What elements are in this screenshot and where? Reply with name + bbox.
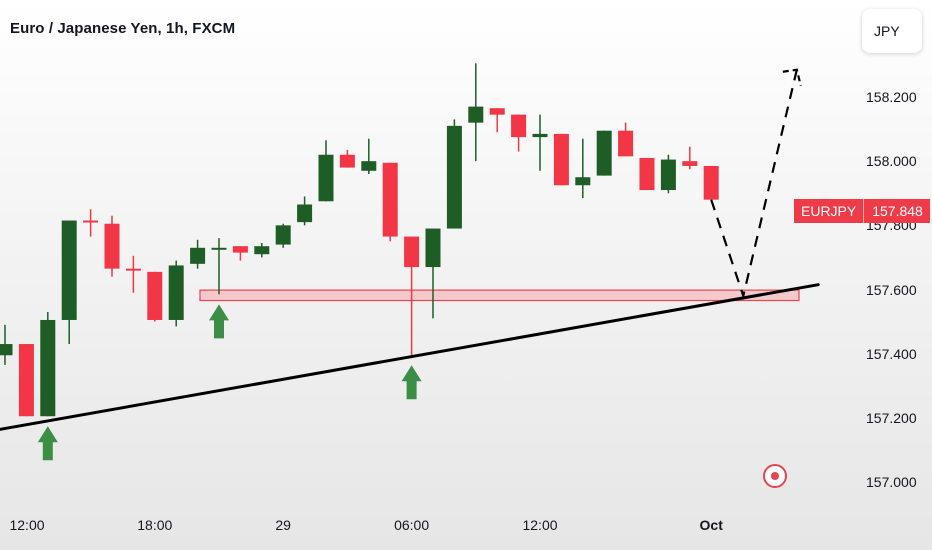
candle-body bbox=[660, 159, 676, 191]
candle-body bbox=[275, 225, 291, 245]
projection-path bbox=[710, 69, 798, 300]
time-tick-label: 12:00 bbox=[9, 517, 45, 533]
candle-body bbox=[318, 154, 334, 202]
price-tick-label: 158.000 bbox=[866, 153, 917, 170]
candle-body bbox=[575, 177, 591, 186]
candle-body bbox=[61, 220, 77, 320]
time-tick-label: 18:00 bbox=[137, 517, 173, 533]
candle-body bbox=[703, 165, 719, 200]
candle-body bbox=[104, 223, 120, 269]
candle-body bbox=[83, 220, 99, 223]
candle-body bbox=[682, 161, 698, 166]
candle-body bbox=[618, 130, 634, 157]
last-price-tag: EURJPY 157.848 bbox=[794, 199, 930, 223]
up-arrow-icon bbox=[209, 304, 229, 339]
chart-title: Euro / Japanese Yen, 1h, FXCM bbox=[10, 20, 236, 37]
candle-body bbox=[190, 247, 206, 264]
candle-body bbox=[168, 265, 184, 320]
candle-body bbox=[211, 247, 227, 250]
candle-body bbox=[446, 125, 462, 229]
candle-body bbox=[254, 246, 270, 255]
time-tick-label: Oct bbox=[699, 517, 723, 533]
up-arrow-icon bbox=[401, 365, 422, 400]
candle-body bbox=[511, 114, 527, 138]
candle-body bbox=[0, 344, 13, 356]
candle-body bbox=[297, 204, 313, 223]
projection-arrowhead bbox=[782, 68, 802, 86]
trendline bbox=[0, 283, 820, 431]
price-tick-label: 157.000 bbox=[866, 474, 917, 490]
price-tick-label: 157.200 bbox=[866, 409, 917, 426]
time-tick-label: 06:00 bbox=[394, 517, 430, 533]
candle-body bbox=[18, 344, 34, 417]
candle-body bbox=[339, 154, 355, 168]
price-tag-value: 157.848 bbox=[872, 203, 923, 219]
price-tag-symbol: EURJPY bbox=[794, 199, 865, 223]
price-tick-label: 157.400 bbox=[866, 345, 917, 362]
price-tick-label: 157.600 bbox=[866, 281, 917, 298]
time-tick-label: 12:00 bbox=[522, 517, 558, 533]
candle-body bbox=[489, 108, 505, 115]
candle-body bbox=[125, 268, 141, 271]
candle-body bbox=[425, 228, 441, 268]
currency-button[interactable]: JPY bbox=[862, 9, 922, 53]
candle-body bbox=[147, 271, 163, 320]
candle-body bbox=[404, 236, 420, 268]
candle-body bbox=[40, 319, 56, 417]
price-tick-label: 158.200 bbox=[866, 89, 917, 105]
time-tick-label: 29 bbox=[275, 517, 291, 533]
candle-body bbox=[232, 246, 248, 253]
candle-body bbox=[553, 133, 569, 186]
candle-body bbox=[532, 133, 548, 138]
candle-body bbox=[596, 130, 612, 176]
candle-body bbox=[468, 106, 484, 123]
up-arrow-icon bbox=[37, 426, 58, 461]
candle-body bbox=[382, 162, 398, 237]
candle-body bbox=[639, 157, 655, 191]
support-zone bbox=[199, 289, 800, 302]
candle-body bbox=[361, 161, 377, 171]
target-icon[interactable] bbox=[763, 464, 787, 488]
